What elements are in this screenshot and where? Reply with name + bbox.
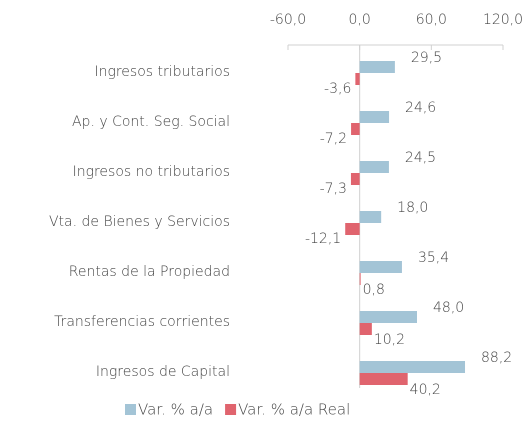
x-tick-label: 0,0	[349, 12, 371, 28]
data-label: 18,0	[397, 200, 428, 216]
bar	[350, 173, 360, 185]
bar	[359, 311, 417, 323]
bar	[359, 373, 408, 385]
bar	[359, 261, 402, 273]
bar	[359, 361, 466, 373]
y-tick-label: Transferencias corrientes	[54, 314, 230, 330]
bar	[345, 223, 360, 235]
y-tick-label: Ingresos tributarios	[94, 64, 230, 80]
data-label: 0,8	[363, 282, 385, 298]
y-tick-label: Vta. de Bienes y Servicios	[49, 214, 230, 230]
bar	[359, 323, 372, 335]
bar	[359, 111, 390, 123]
y-tick-label: Ingresos de Capital	[96, 364, 230, 380]
legend-swatch	[225, 404, 237, 415]
bar	[359, 61, 395, 73]
data-label: 35,4	[418, 250, 449, 266]
data-label: 29,5	[411, 50, 442, 66]
y-tick-label: Ap. y Cont. Seg. Social	[72, 114, 230, 130]
data-label: -12,1	[305, 231, 341, 247]
bar	[359, 211, 382, 223]
data-label: 24,6	[405, 100, 436, 116]
x-tick-label: -60,0	[270, 12, 306, 28]
data-label: 40,2	[410, 382, 441, 398]
x-tick-label: 60,0	[416, 12, 447, 28]
y-tick-label: Rentas de la Propiedad	[69, 264, 230, 280]
data-label: 48,0	[433, 300, 464, 316]
data-label: -3,6	[324, 81, 351, 97]
data-label: -7,2	[320, 131, 347, 147]
y-tick-label: Ingresos no tributarios	[73, 164, 230, 180]
data-label: -7,3	[320, 181, 347, 197]
bar	[351, 123, 360, 135]
legend-swatch	[125, 404, 136, 415]
bar	[359, 273, 361, 285]
bar	[355, 73, 360, 85]
legend-label: Var. % a/a	[138, 401, 213, 419]
data-label: 24,5	[405, 150, 436, 166]
bar	[359, 161, 389, 173]
x-tick-label: 120,0	[483, 12, 523, 28]
legend-label: Var. % a/a Real	[238, 401, 350, 419]
data-label: 10,2	[374, 332, 405, 348]
data-label: 88,2	[481, 350, 512, 366]
